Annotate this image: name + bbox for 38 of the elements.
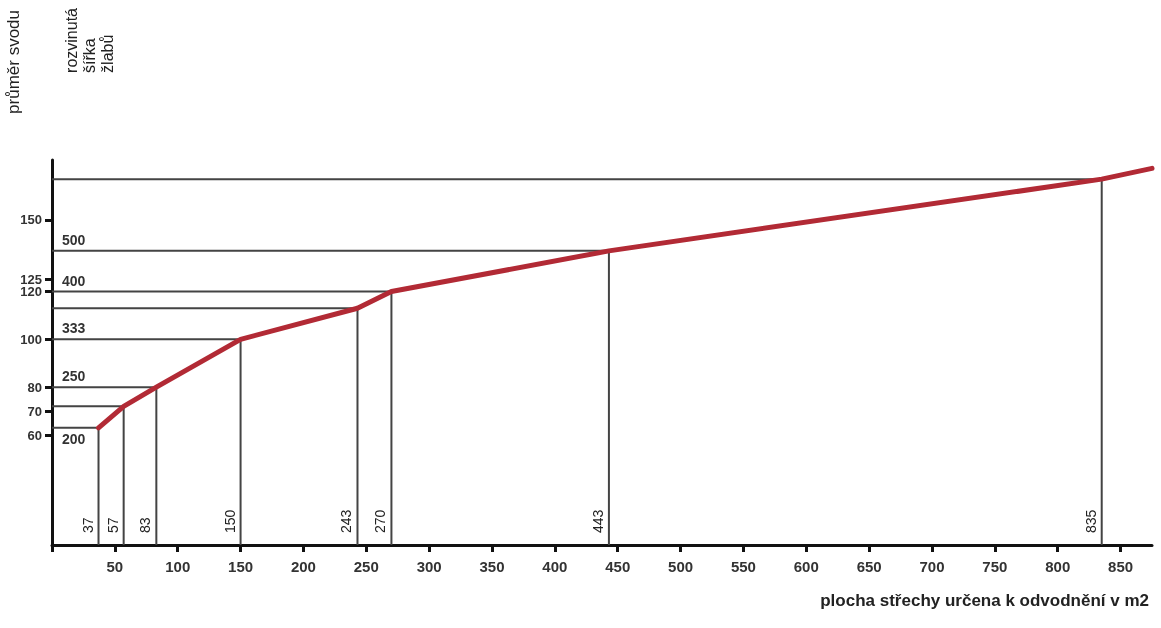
x-tick-label: 200	[290, 558, 316, 575]
y-tick-label: 150	[20, 212, 42, 228]
y-tick-label: 80	[27, 379, 42, 395]
x-tick-label: 400	[542, 558, 568, 575]
y-axis-title: průměr svodu	[4, 10, 23, 114]
y-tick-label: 100	[20, 331, 42, 347]
x-axis-title: plocha střechy určena k odvodnění v m2	[820, 591, 1150, 610]
annotation: 443	[589, 509, 606, 533]
y-tick-label: 60	[27, 427, 42, 443]
annotation: 250	[62, 368, 86, 385]
annotation: 333	[62, 320, 86, 337]
x-tick-label: 500	[668, 558, 694, 575]
x-tick-label: 600	[793, 558, 819, 575]
annotation: 835	[1082, 509, 1099, 533]
x-tick-label: 800	[1045, 558, 1071, 575]
annotation: 500	[62, 231, 86, 248]
annotation: 243	[338, 509, 355, 533]
annotation: 270	[372, 509, 389, 533]
x-tick-label: 50	[106, 558, 124, 575]
x-tick-label: 700	[919, 558, 945, 575]
x-tick-label: 750	[982, 558, 1008, 575]
x-tick-label: 350	[479, 558, 505, 575]
text: rozvinutá šířka žlabů	[62, 7, 116, 73]
x-tick-label: 650	[856, 558, 882, 575]
x-tick-label: 150	[228, 558, 254, 575]
x-tick-label: 100	[165, 558, 191, 575]
annotation: 200	[62, 430, 86, 447]
annotation: 400	[62, 272, 86, 289]
x-tick-label: 550	[730, 558, 756, 575]
x-tick-label: 850	[1108, 558, 1134, 575]
annotation: 37	[79, 517, 96, 533]
annotation: 83	[137, 517, 154, 533]
annotation: 57	[104, 517, 121, 533]
x-tick-label: 300	[416, 558, 442, 575]
y-tick-label: 70	[27, 403, 42, 419]
x-tick-label: 250	[353, 558, 379, 575]
x-tick-label: 450	[605, 558, 631, 575]
annotation: 150	[221, 509, 238, 533]
